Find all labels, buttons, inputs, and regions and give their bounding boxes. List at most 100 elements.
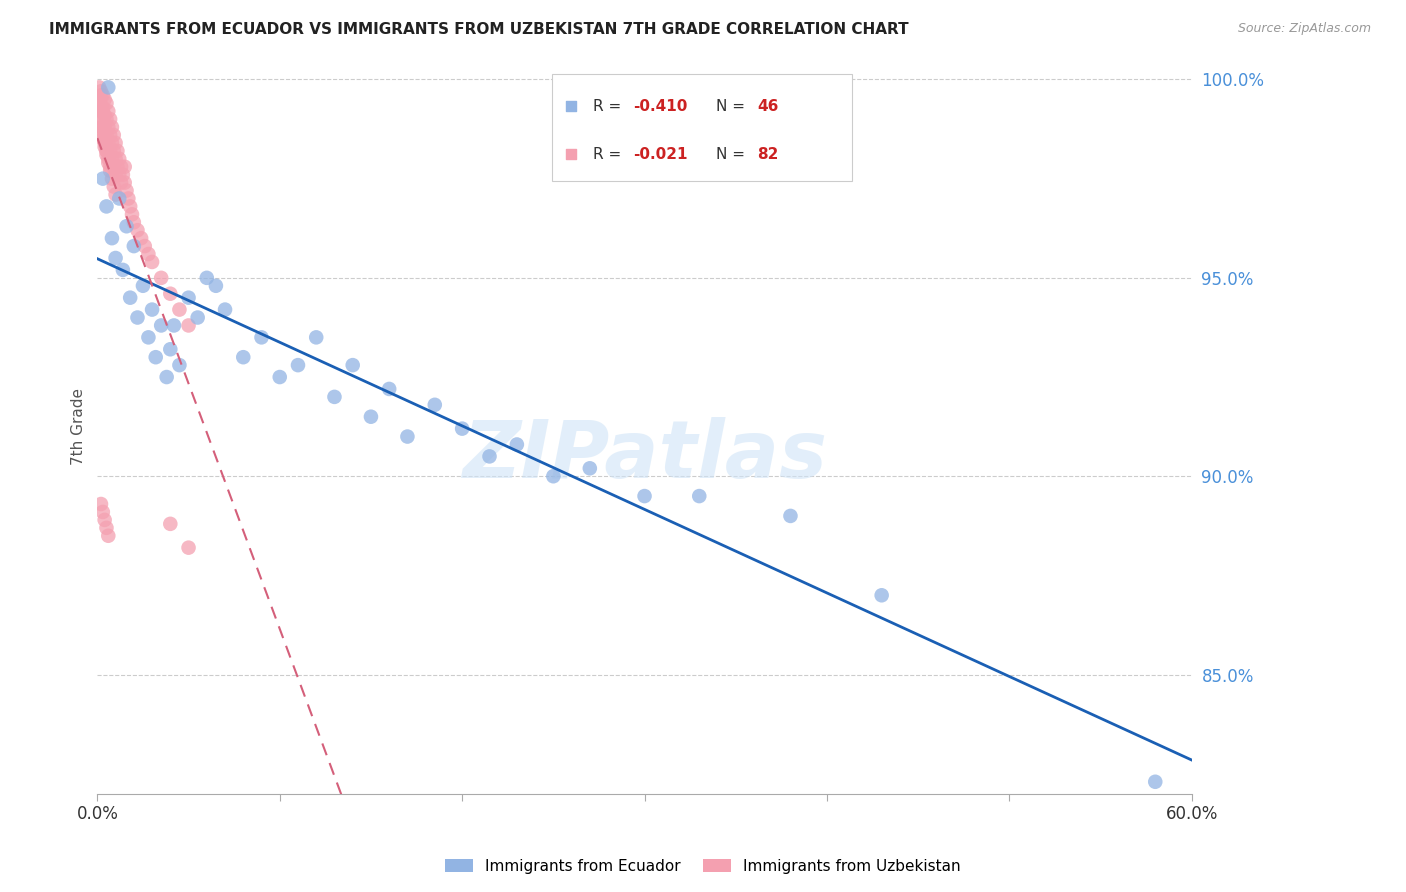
Point	[127, 223, 149, 237]
Point	[205, 278, 228, 293]
Point	[156, 370, 179, 384]
Point	[114, 176, 136, 190]
Point	[89, 92, 111, 106]
Point	[187, 310, 209, 325]
Point	[103, 179, 125, 194]
Point	[104, 251, 127, 265]
Point	[93, 132, 115, 146]
Point	[90, 104, 112, 119]
Point	[97, 152, 120, 166]
Point	[96, 128, 118, 142]
Point	[93, 140, 115, 154]
Point	[97, 529, 120, 543]
Point	[98, 163, 121, 178]
Point	[250, 330, 273, 344]
Point	[91, 124, 114, 138]
Point	[876, 325, 898, 339]
Point	[93, 108, 115, 122]
Point	[98, 144, 121, 158]
Point	[145, 350, 167, 364]
Point	[120, 291, 142, 305]
Point	[93, 136, 115, 150]
Legend: Immigrants from Ecuador, Immigrants from Uzbekistan: Immigrants from Ecuador, Immigrants from…	[439, 853, 967, 880]
Point	[169, 358, 191, 372]
Point	[91, 104, 114, 119]
Point	[91, 128, 114, 142]
Point	[91, 505, 114, 519]
Point	[117, 192, 139, 206]
Point	[159, 343, 181, 357]
Point	[90, 88, 112, 103]
Point	[195, 270, 218, 285]
Point	[107, 160, 129, 174]
Point	[110, 176, 132, 190]
Point	[129, 231, 152, 245]
Point	[633, 489, 655, 503]
Point	[91, 132, 114, 146]
Point	[98, 112, 121, 127]
Point	[98, 128, 121, 142]
Point	[138, 330, 160, 344]
Text: R =: R =	[593, 99, 626, 113]
Point	[870, 588, 893, 602]
Point	[342, 358, 364, 372]
Text: N =: N =	[716, 146, 749, 161]
Point	[96, 199, 118, 213]
Point	[478, 450, 501, 464]
Point	[96, 144, 118, 158]
Point	[159, 286, 181, 301]
Point	[108, 192, 131, 206]
Text: IMMIGRANTS FROM ECUADOR VS IMMIGRANTS FROM UZBEKISTAN 7TH GRADE CORRELATION CHAR: IMMIGRANTS FROM ECUADOR VS IMMIGRANTS FR…	[49, 22, 908, 37]
Point	[96, 140, 118, 154]
Point	[97, 104, 120, 119]
Point	[104, 152, 127, 166]
Point	[91, 88, 114, 103]
Point	[91, 120, 114, 134]
Text: N =: N =	[716, 99, 749, 113]
Point	[110, 160, 132, 174]
Point	[159, 516, 181, 531]
Point	[97, 120, 120, 134]
Point	[127, 310, 149, 325]
Point	[108, 152, 131, 166]
Point	[132, 278, 155, 293]
Point	[96, 148, 118, 162]
Point	[360, 409, 382, 424]
Point	[90, 100, 112, 114]
Point	[90, 84, 112, 98]
Point	[506, 437, 529, 451]
Text: -0.410: -0.410	[634, 99, 688, 113]
Point	[396, 429, 419, 443]
Point	[96, 96, 118, 111]
Text: 82: 82	[758, 146, 779, 161]
Point	[93, 92, 115, 106]
Point	[98, 160, 121, 174]
Point	[90, 112, 112, 127]
Point	[111, 263, 134, 277]
FancyBboxPatch shape	[551, 74, 852, 181]
Point	[103, 160, 125, 174]
Point	[91, 171, 114, 186]
Point	[177, 318, 200, 333]
Point	[688, 489, 710, 503]
Point	[97, 136, 120, 150]
Point	[103, 144, 125, 158]
Point	[93, 513, 115, 527]
Point	[104, 136, 127, 150]
Point	[177, 541, 200, 555]
Point	[90, 497, 112, 511]
Point	[101, 136, 124, 150]
Point	[1144, 774, 1167, 789]
Point	[96, 521, 118, 535]
Text: -0.021: -0.021	[634, 146, 688, 161]
Point	[122, 239, 145, 253]
Point	[323, 390, 346, 404]
Point	[90, 120, 112, 134]
Point	[177, 291, 200, 305]
Point	[97, 80, 120, 95]
Point	[93, 124, 115, 138]
Point	[107, 144, 129, 158]
Point	[141, 255, 163, 269]
Point	[96, 112, 118, 127]
Text: ZIPatlas: ZIPatlas	[463, 417, 827, 495]
